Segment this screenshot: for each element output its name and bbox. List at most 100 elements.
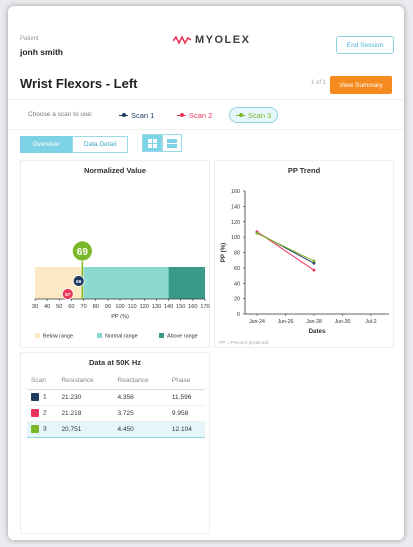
pp-trend-panel: PP Trend 0 20 40 60 80 100 120 140 160 Jun-24 Jun-… — [214, 160, 394, 348]
x-tick-label: 110 — [128, 304, 137, 310]
scan-chip-2[interactable]: Scan 2 — [171, 107, 219, 123]
data-point — [312, 268, 316, 272]
x-tick-label: 120 — [140, 304, 149, 310]
x-tick-label: Jun-30 — [335, 319, 351, 325]
table-row-selected[interactable]: 3 20.751 4.450 12.104 — [27, 420, 205, 438]
phase-cell: 9.958 — [167, 405, 205, 422]
x-tick-label: 70 — [80, 304, 86, 310]
legend-swatch — [159, 333, 164, 338]
range-band — [168, 267, 205, 299]
column-header: Scan — [27, 373, 58, 390]
grid-layout-button[interactable] — [142, 134, 162, 152]
legend-swatch — [35, 333, 40, 338]
marker-scan-1 — [72, 275, 85, 287]
x-tick-label: 140 — [164, 304, 173, 310]
x-tick-label: 100 — [115, 304, 124, 310]
marker-label: 57 — [65, 292, 71, 298]
y-tick-label: 160 — [231, 189, 240, 195]
scan-number: 3 — [43, 425, 47, 433]
legend-label: Below range — [43, 334, 73, 340]
x-tick-label: 170 — [200, 304, 209, 310]
x-tick-label: 150 — [176, 304, 185, 310]
scan-chip-label: Scan 1 — [131, 110, 155, 120]
column-header: Resistance — [57, 373, 114, 390]
scan-number: 1 — [43, 393, 47, 401]
scan-color-swatch — [31, 409, 39, 417]
logo-text: MYOLEX — [195, 34, 251, 46]
x-tick-label: 40 — [44, 304, 50, 310]
patient-name: jonh smith — [20, 47, 63, 57]
x-tick-label: Jun-28 — [306, 319, 322, 325]
tab-data-detail[interactable]: Data Detail — [72, 136, 128, 153]
resistance-cell: 21.230 — [57, 389, 114, 406]
x-tick-label: 160 — [188, 304, 197, 310]
normalized-value-title: Normalized Value — [83, 166, 147, 175]
marker-scan-3 — [71, 240, 93, 262]
x-tick-label: 90 — [105, 304, 111, 310]
phase-cell: 12.104 — [167, 420, 205, 438]
column-header: Phase — [167, 373, 205, 390]
table-row[interactable]: 1 21.230 4.356 11.596 — [27, 389, 205, 406]
chart-footnote: PP = Percent predicted — [219, 340, 269, 346]
y-tick-label: 20 — [234, 297, 240, 303]
scan-color-swatch — [31, 393, 39, 401]
x-tick-label: 30 — [32, 304, 38, 310]
layout-toggle — [142, 134, 182, 152]
scan-number: 2 — [43, 409, 47, 417]
scan-chip-3[interactable]: Scan 3 — [229, 107, 279, 123]
y-tick-label: 40 — [234, 281, 240, 287]
logo-wave-icon — [173, 35, 191, 45]
reactance-cell: 4.356 — [113, 389, 168, 406]
x-tick-label: 50 — [56, 304, 62, 310]
phase-cell: 11.596 — [167, 389, 205, 406]
top-bar: Patient jonh smith MYOLEX End Session — [8, 6, 404, 64]
marker-scan-2 — [61, 288, 74, 300]
data-table-panel: Data at 50K Hz Scan Resistance Reactance… — [20, 352, 210, 534]
title-row: Wrist Flexors - Left 1 of 1 View Summary — [8, 64, 404, 100]
scan-cell: 3 — [27, 420, 58, 438]
x-tick-label: Jul-2 — [365, 319, 376, 325]
table-header-row: Scan Resistance Reactance Phase — [27, 373, 205, 390]
y-axis-label: PP (%) — [220, 243, 227, 262]
column-header: Reactance — [113, 373, 168, 390]
resistance-cell: 20.751 — [57, 420, 114, 438]
grid-icon — [147, 138, 157, 148]
resistance-cell: 21.218 — [57, 405, 114, 422]
pp-trend-chart: 0 20 40 60 80 100 120 140 160 Jun-24 Jun-26 Jun-28 J… — [219, 189, 389, 346]
tab-overview[interactable]: Overview — [20, 136, 72, 153]
end-session-button[interactable]: End Session — [336, 36, 394, 54]
scan-chip-label: Scan 3 — [248, 110, 272, 120]
scan-cell: 2 — [27, 405, 58, 422]
scan-marker-icon — [177, 111, 186, 120]
table-row[interactable]: 2 21.218 3.725 9.958 — [27, 405, 205, 422]
normalized-value-chart: 30 40 50 60 70 80 90 100 110 120 130 140 150 160 170 PP… — [32, 240, 210, 340]
scan-prompt: Choose a scan to use: — [28, 111, 93, 118]
y-tick-label: 60 — [234, 266, 240, 272]
reactance-cell: 4.450 — [113, 420, 168, 438]
y-tick-label: 0 — [237, 312, 240, 318]
x-tick-label: 80 — [93, 304, 99, 310]
reactance-cell: 3.725 — [113, 405, 168, 422]
scan-cell: 1 — [27, 389, 58, 406]
x-axis-label: Dates — [309, 328, 326, 335]
x-tick-label: 130 — [152, 304, 161, 310]
range-band — [83, 267, 169, 299]
marker-label: 69 — [77, 247, 89, 258]
list-layout-button[interactable] — [162, 134, 182, 152]
view-summary-button[interactable]: View Summary — [330, 76, 392, 94]
scan-chip-1[interactable]: Scan 1 — [113, 107, 161, 123]
y-tick-label: 80 — [234, 251, 240, 257]
pp-trend-title: PP Trend — [287, 166, 321, 175]
scan-marker-icon — [119, 111, 128, 120]
series-line-scan-3 — [256, 232, 315, 262]
scan-marker-icon — [236, 111, 245, 120]
data-point — [255, 231, 259, 235]
normalized-value-panel: Normalized Value 30 40 50 60 70 80 90 100 110 120… — [20, 160, 210, 348]
scan-color-swatch — [31, 425, 39, 433]
view-tabs: Overview Data Detail — [20, 136, 128, 156]
legend-swatch — [97, 333, 102, 338]
scan-selector: Choose a scan to use: Scan 1 Scan 2 Scan… — [8, 100, 404, 130]
scan-chip-label: Scan 2 — [189, 110, 213, 120]
data-point — [312, 261, 316, 265]
data-table: Scan Resistance Reactance Phase 1 21.230… — [27, 373, 205, 438]
